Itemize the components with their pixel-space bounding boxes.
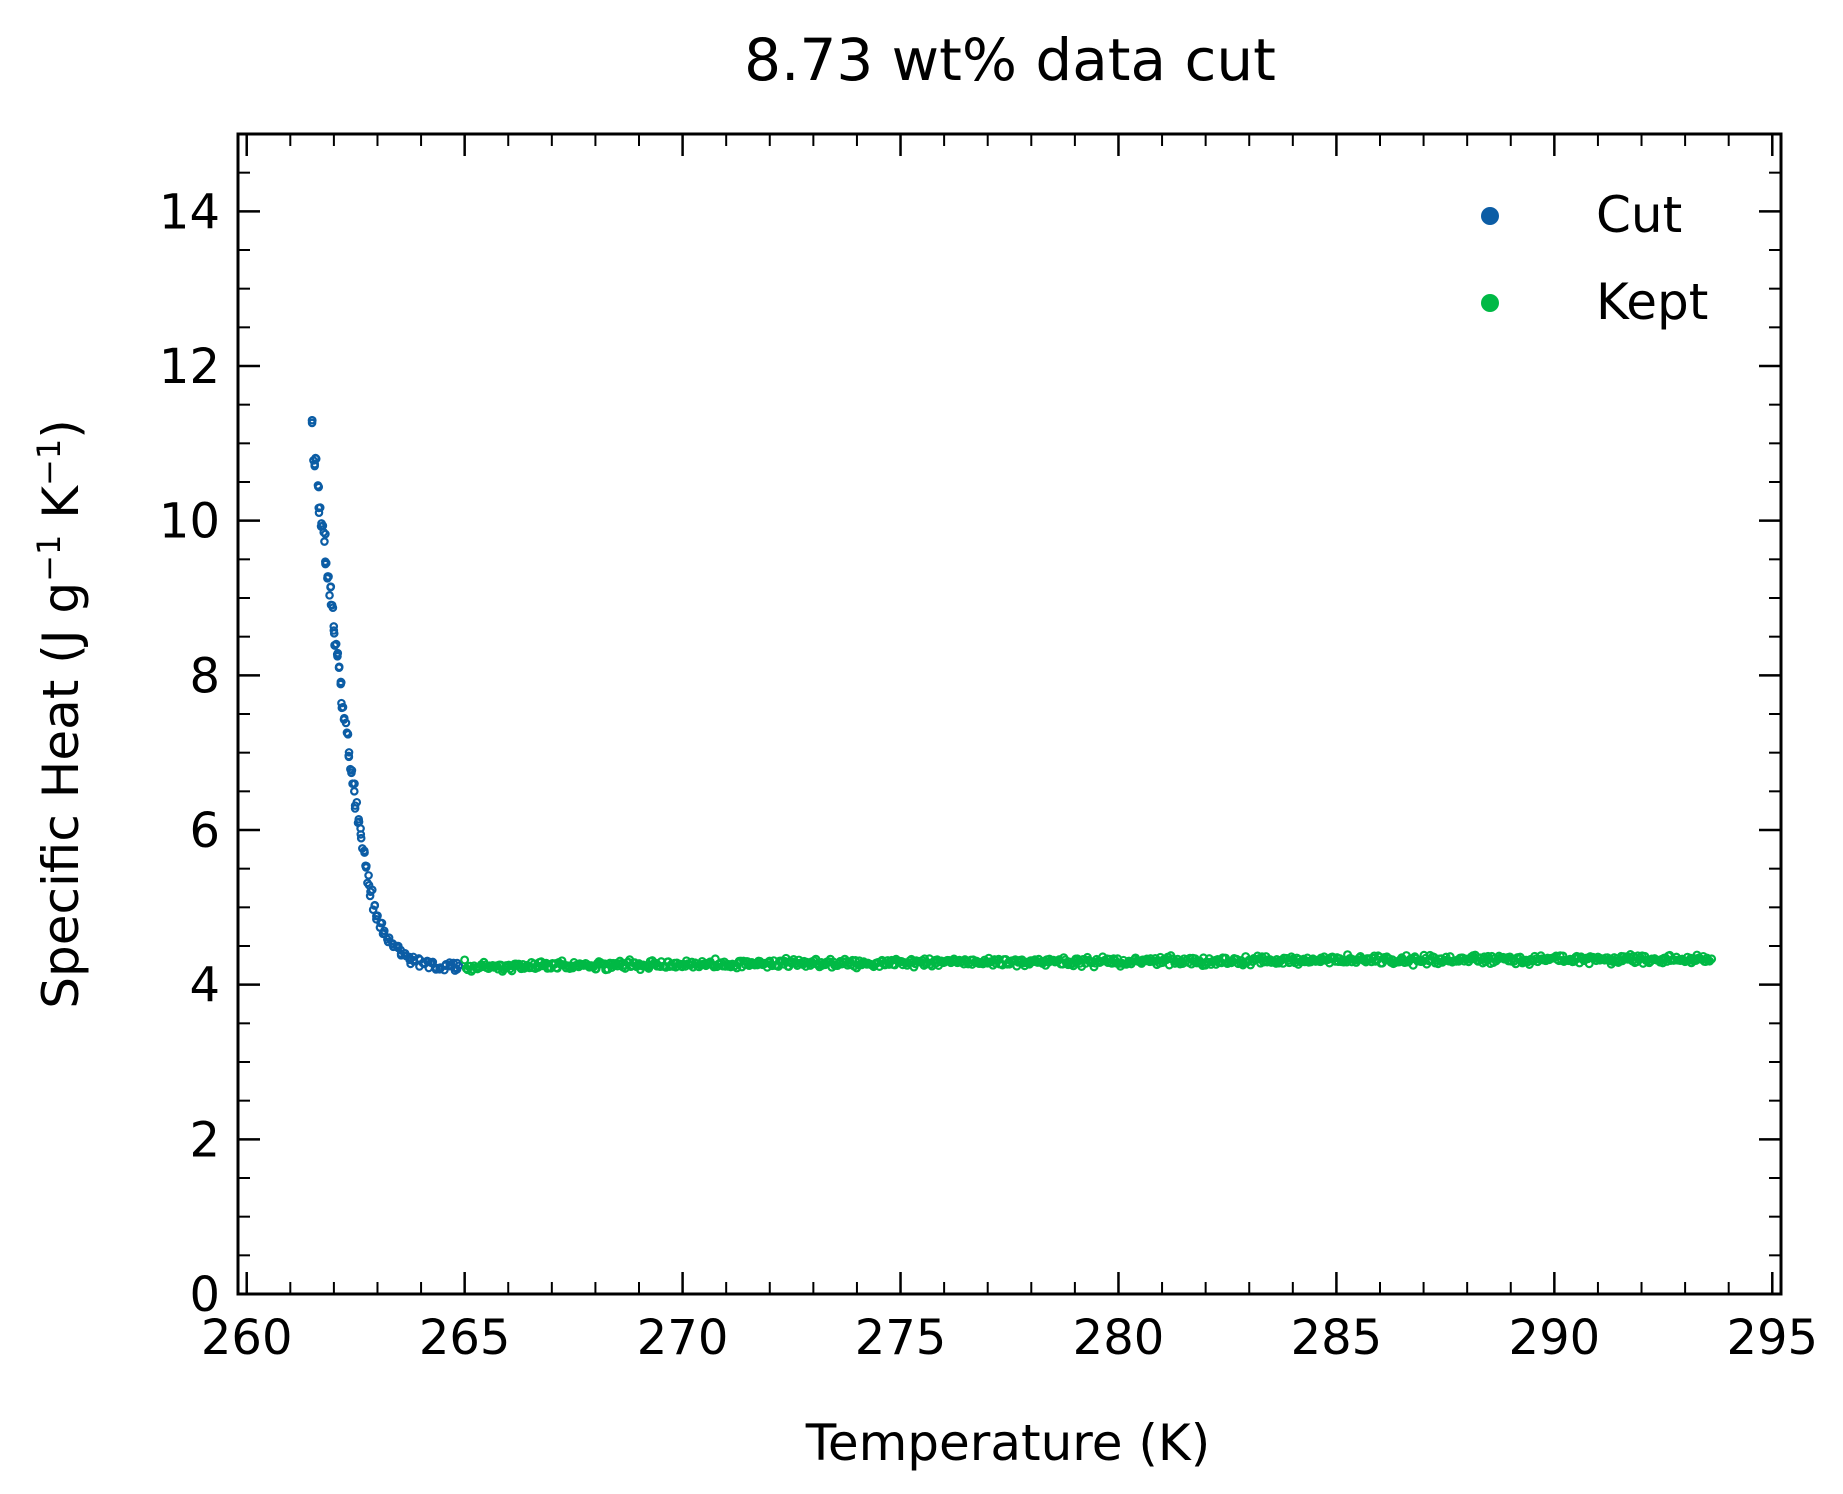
data-point-cut [378, 929, 388, 939]
data-point-cut [320, 537, 329, 546]
data-point-cut [377, 918, 387, 928]
data-point-cut [365, 891, 375, 901]
data-point-cut [364, 871, 373, 880]
data-point-cut [445, 958, 454, 967]
legend-label-kept: Kept [1596, 273, 1708, 331]
x-tick-label: 275 [855, 1310, 947, 1366]
x-tick-label: 295 [1726, 1310, 1818, 1366]
data-point-cut [337, 703, 347, 713]
data-point-cut [336, 677, 346, 687]
data-point-cut [356, 833, 366, 843]
x-tick-label: 285 [1291, 1310, 1383, 1366]
data-point-cut [347, 766, 357, 775]
y-tick-label: 4 [189, 958, 220, 1014]
data-point-cut [431, 963, 440, 973]
y-tick-label: 14 [159, 184, 220, 240]
data-point-cut [339, 713, 349, 723]
data-point-cut [329, 622, 339, 631]
data-point-cut [368, 905, 378, 915]
data-point-kept [1707, 954, 1717, 964]
data-point-cut [314, 508, 324, 517]
data-point-cut [313, 481, 323, 490]
data-point-cut [354, 814, 364, 824]
x-axis-label: Temperature (K) [805, 1414, 1210, 1472]
legend-label-cut: Cut [1596, 186, 1682, 244]
legend-marker-kept [1481, 294, 1499, 312]
data-point-cut [329, 626, 339, 635]
y-axis-label: Specific Heat (J g−1 K−1) [30, 419, 90, 1008]
data-point-cut [350, 801, 360, 810]
data-point-cut [330, 641, 340, 650]
data-point-cut [311, 453, 320, 463]
data-point-cut [321, 529, 330, 539]
y-tick-label: 6 [189, 803, 220, 859]
data-point-kept [460, 955, 470, 965]
data-point-cut [348, 779, 357, 788]
x-tick-label: 270 [637, 1310, 729, 1366]
data-point-cut [349, 787, 359, 796]
data-point-cut [360, 846, 369, 856]
y-tick-label: 12 [159, 339, 220, 395]
data-point-cut [325, 591, 334, 600]
data-point-cut [334, 662, 344, 672]
data-point-cut [440, 965, 449, 975]
data-point-cut [321, 558, 331, 568]
data-point-cut [308, 415, 317, 425]
x-tick-label: 265 [419, 1310, 511, 1366]
x-axis: 260 265 270 275 280 285 290 295 [201, 134, 1818, 1366]
legend: Cut Kept [1481, 186, 1708, 331]
y-axis: 0 2 4 6 8 10 12 14 [159, 171, 1781, 1323]
data-point-cut [426, 958, 436, 967]
data-point-cut [344, 748, 354, 757]
data-point-cut [337, 698, 346, 708]
plot-area [307, 415, 1717, 976]
y-tick-label: 10 [159, 494, 220, 550]
data-point-cut [333, 648, 343, 658]
legend-marker-cut [1481, 207, 1499, 225]
data-point-cut [328, 603, 338, 613]
plot-frame [236, 132, 1783, 1296]
data-point-cut [342, 728, 352, 737]
data-point-cut [326, 582, 335, 592]
data-point-cut [323, 574, 332, 583]
y-tick-label: 8 [189, 648, 220, 704]
y-tick-label: 2 [189, 1112, 220, 1168]
data-point-cut [452, 958, 462, 968]
data-point-cut [370, 901, 379, 910]
y-tick-label: 0 [189, 1267, 220, 1323]
data-point-cut [314, 503, 324, 513]
chart-title: 8.73 wt% data cut [744, 26, 1276, 94]
data-point-cut [356, 830, 366, 839]
x-tick-label: 260 [201, 1310, 293, 1366]
x-tick-label: 290 [1509, 1310, 1601, 1366]
data-point-cut [362, 861, 371, 871]
x-tick-label: 280 [1073, 1310, 1165, 1366]
data-point-cut [344, 752, 354, 762]
